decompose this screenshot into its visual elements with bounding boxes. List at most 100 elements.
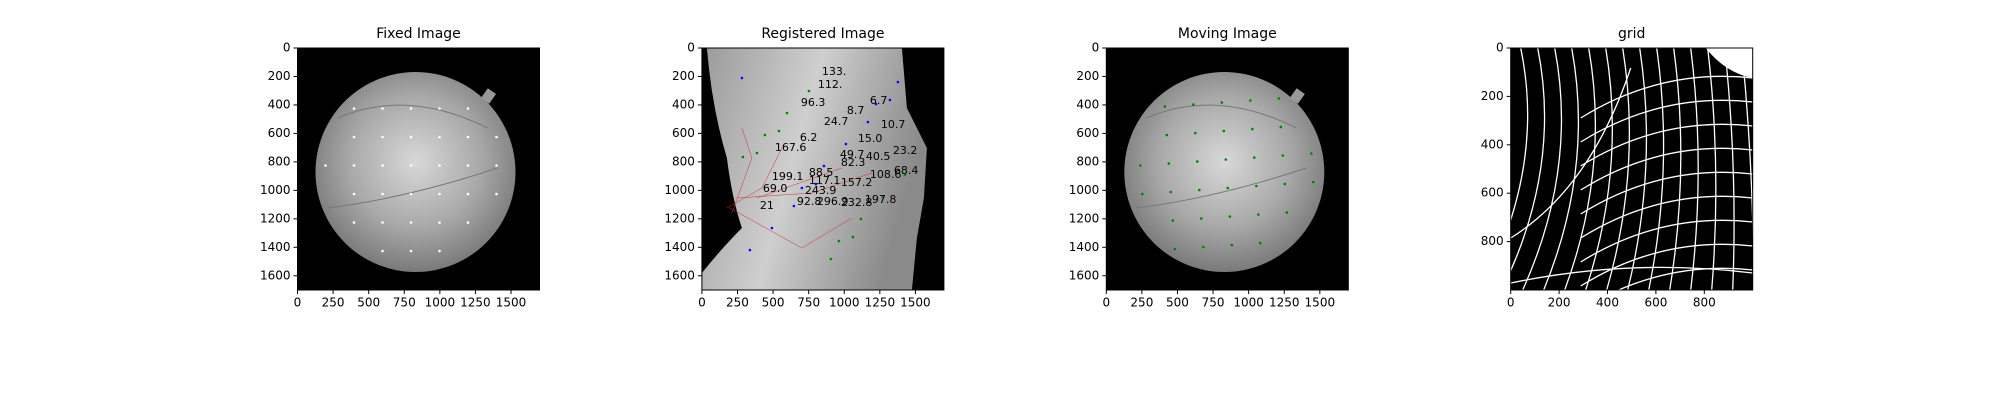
x-tick-label: 250 — [1130, 296, 1153, 310]
landmark — [755, 151, 759, 155]
landmark — [1251, 127, 1254, 131]
landmark — [822, 164, 826, 168]
warped-image — [701, 48, 927, 290]
y-tick-label: 1200 — [1069, 211, 1100, 225]
landmark — [466, 135, 470, 139]
x-tick-label: 400 — [1596, 296, 1619, 310]
annotation: 108.6 — [870, 168, 902, 181]
landmark — [409, 192, 413, 196]
panel-title: grid — [1618, 26, 1645, 42]
x-tick-label: 750 — [393, 296, 416, 310]
y-tick-label: 1400 — [1069, 240, 1100, 254]
landmark — [1163, 105, 1167, 108]
landmark — [814, 182, 818, 186]
y-tick-label: 1400 — [260, 240, 291, 254]
annotation: 6.2 — [800, 131, 818, 144]
landmark — [381, 107, 384, 110]
landmark — [888, 98, 892, 102]
landmark — [438, 107, 441, 110]
x-tick-label: 0 — [1507, 296, 1515, 310]
landmark — [881, 195, 885, 199]
landmark — [352, 221, 356, 224]
landmark — [495, 135, 498, 139]
x-tick-label: 750 — [797, 296, 820, 310]
landmark — [1257, 213, 1260, 216]
x-tick-label: 1000 — [1233, 296, 1264, 310]
landmark — [800, 186, 804, 190]
x-tick-label: 1250 — [1269, 296, 1300, 310]
landmark — [1173, 247, 1177, 251]
annotation: 112. — [818, 78, 843, 91]
landmark — [903, 173, 907, 177]
optic-tab — [480, 88, 497, 104]
annotation: 69.0 — [763, 182, 788, 195]
annotation: 157.2 — [841, 176, 873, 189]
annotation: 197.8 — [865, 193, 897, 206]
landmark — [466, 221, 470, 224]
landmark — [1310, 152, 1313, 155]
landmark — [1255, 184, 1258, 188]
landmark — [409, 164, 413, 167]
landmark — [409, 107, 413, 110]
y-tick-label: 800 — [672, 154, 695, 168]
y-tick-label: 0 — [687, 41, 695, 55]
y-tick-label: 1000 — [1069, 183, 1100, 197]
landmark — [1253, 156, 1256, 159]
landmark — [352, 192, 356, 196]
annotation: 8.7 — [847, 104, 865, 117]
image — [1106, 48, 1349, 290]
landmark — [1226, 186, 1230, 190]
y-tick-label: 800 — [1481, 234, 1504, 248]
y-tick-label: 0 — [1092, 41, 1100, 55]
landmark — [837, 239, 841, 243]
y-tick-label: 200 — [1481, 89, 1504, 103]
x-tick-label: 0 — [698, 296, 706, 310]
landmark — [352, 107, 356, 110]
landmark — [829, 257, 833, 261]
landmark — [409, 221, 413, 224]
landmark — [1224, 158, 1228, 161]
annotation: 117.1 — [809, 174, 841, 187]
x-tick-label: 1500 — [1305, 296, 1336, 310]
x-tick-label: 0 — [1102, 296, 1110, 310]
landmark — [381, 221, 384, 224]
landmark — [859, 217, 863, 221]
y-tick-label: 200 — [672, 69, 695, 83]
landmark — [1141, 192, 1144, 196]
annotation: 88.5 — [809, 166, 834, 179]
y-tick-label: 1600 — [664, 268, 695, 282]
y-tick-label: 1000 — [260, 183, 291, 197]
landmark — [785, 111, 789, 115]
annotation: 15.0 — [858, 132, 883, 145]
landmark — [792, 204, 796, 208]
axes-frame — [1510, 47, 1754, 291]
y-tick-label: 1400 — [664, 240, 695, 254]
landmark — [770, 226, 774, 230]
match-lines — [726, 127, 872, 249]
landmark — [352, 135, 356, 139]
landmark — [748, 248, 752, 252]
image: 133.112. 96.3 6.7 8.724.7 10.7 6.2 15.0 167.6 23… — [701, 48, 944, 290]
landmark — [896, 80, 900, 84]
landmark — [851, 235, 855, 239]
landmark — [409, 135, 413, 139]
x-tick-label: 1250 — [460, 296, 491, 310]
image — [1480, 47, 1755, 335]
landmark — [1283, 182, 1287, 186]
landmark — [777, 129, 781, 133]
annotation: 199.1 — [772, 170, 804, 183]
landmark — [466, 192, 470, 196]
y-tick-label: 1600 — [1069, 268, 1100, 282]
x-tick-label: 1250 — [865, 296, 896, 310]
x-tick-label: 0 — [294, 296, 302, 310]
landmark — [466, 107, 470, 110]
landmark — [1202, 245, 1205, 249]
landmark — [763, 133, 767, 137]
annotation: 10.7 — [881, 118, 906, 131]
landmark — [381, 249, 384, 253]
deformation-grid — [1480, 47, 1755, 335]
axes-frame — [1105, 47, 1349, 291]
landmark — [352, 164, 356, 167]
y-tick-label: 600 — [1076, 126, 1099, 140]
